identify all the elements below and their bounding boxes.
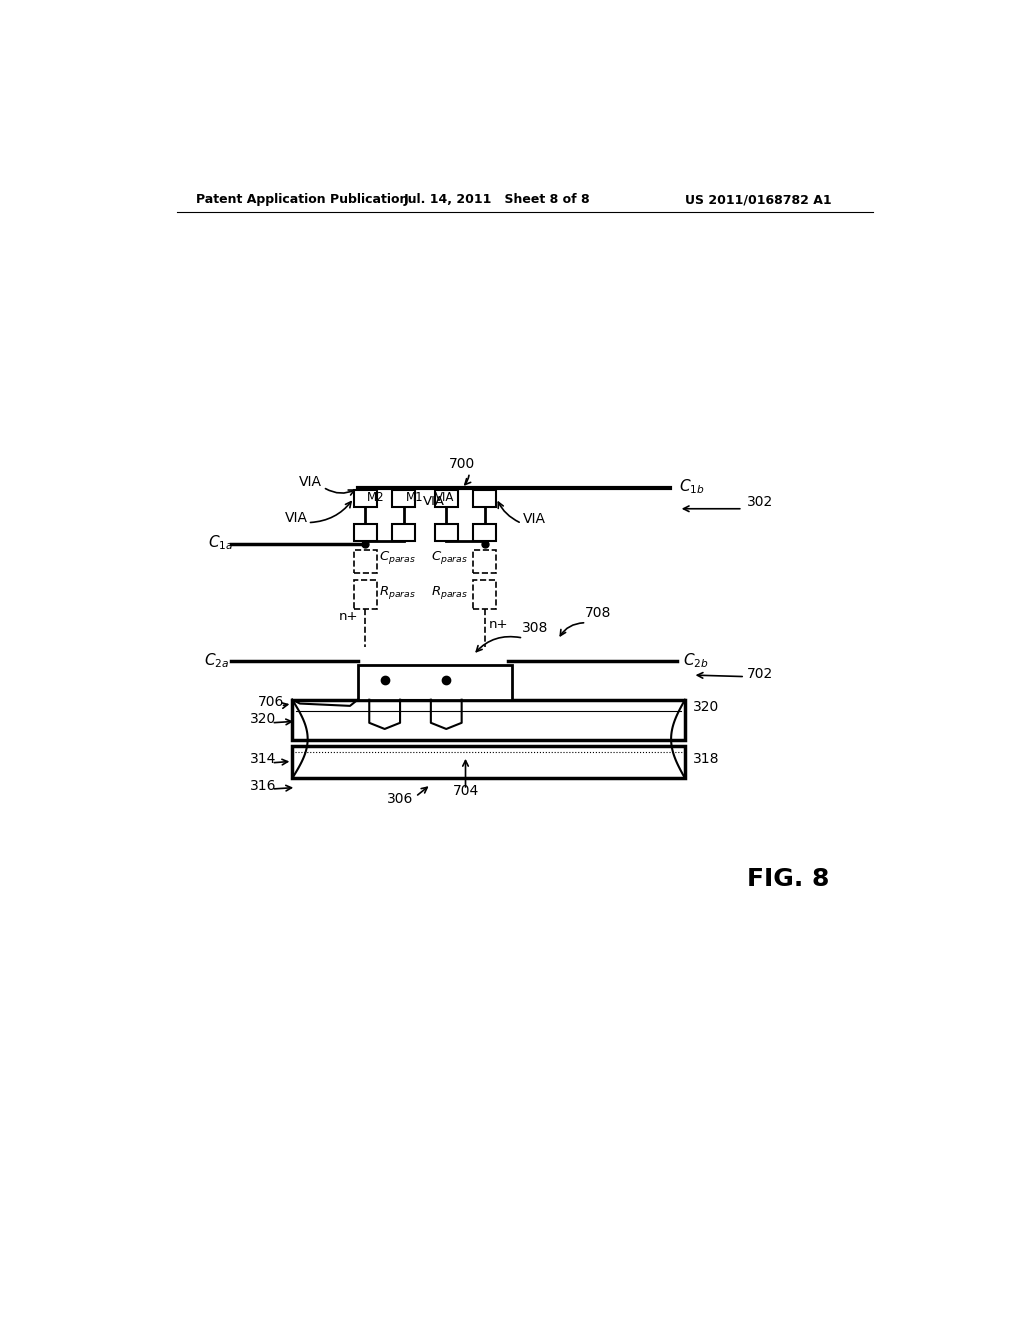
Text: 702: 702 [746, 667, 773, 681]
Bar [392, 524, 416, 541]
Text: VIA: VIA [523, 512, 546, 525]
Text: 320: 320 [250, 711, 276, 726]
Text: M1: M1 [406, 491, 423, 504]
Text: 708: 708 [585, 606, 611, 619]
Text: VIA: VIA [435, 491, 454, 504]
Text: 706: 706 [258, 694, 284, 709]
Text: Patent Application Publication: Patent Application Publication [196, 193, 409, 206]
Text: $C_{paras}$: $C_{paras}$ [379, 549, 416, 566]
Bar [292, 700, 685, 739]
Bar [392, 490, 416, 507]
Text: 704: 704 [453, 784, 478, 799]
Bar [473, 579, 497, 609]
Text: 700: 700 [449, 457, 475, 471]
Text: FIG. 8: FIG. 8 [746, 867, 829, 891]
Text: $C_{1b}$: $C_{1b}$ [679, 477, 705, 496]
Bar [473, 550, 497, 573]
Bar [354, 524, 377, 541]
Text: M2: M2 [367, 491, 385, 504]
Text: 308: 308 [521, 620, 548, 635]
Bar [473, 490, 497, 507]
Text: $R_{paras}$: $R_{paras}$ [379, 583, 416, 601]
Text: 306: 306 [387, 792, 414, 807]
Bar [435, 524, 458, 541]
Text: $C_{paras}$: $C_{paras}$ [431, 549, 468, 566]
Text: $C_{2a}$: $C_{2a}$ [204, 651, 229, 669]
Text: US 2011/0168782 A1: US 2011/0168782 A1 [685, 193, 831, 206]
Bar [357, 665, 512, 700]
Text: 302: 302 [746, 495, 773, 510]
Bar [354, 550, 377, 573]
Text: VIA: VIA [423, 495, 445, 508]
Text: n+: n+ [488, 618, 508, 631]
Text: VIA: VIA [285, 511, 307, 525]
Text: 314: 314 [250, 752, 276, 766]
Text: 316: 316 [250, 779, 276, 793]
Bar [354, 579, 377, 609]
Text: n+: n+ [339, 610, 358, 623]
Text: 318: 318 [692, 752, 719, 766]
Text: Jul. 14, 2011   Sheet 8 of 8: Jul. 14, 2011 Sheet 8 of 8 [403, 193, 591, 206]
Text: $C_{2b}$: $C_{2b}$ [683, 651, 709, 669]
Bar [354, 490, 377, 507]
Bar [473, 524, 497, 541]
Text: $C_{1a}$: $C_{1a}$ [208, 533, 232, 552]
Text: 320: 320 [692, 700, 719, 714]
Text: VIA: VIA [298, 475, 322, 488]
Bar [292, 746, 685, 779]
Text: $R_{paras}$: $R_{paras}$ [431, 583, 468, 601]
Bar [435, 490, 458, 507]
